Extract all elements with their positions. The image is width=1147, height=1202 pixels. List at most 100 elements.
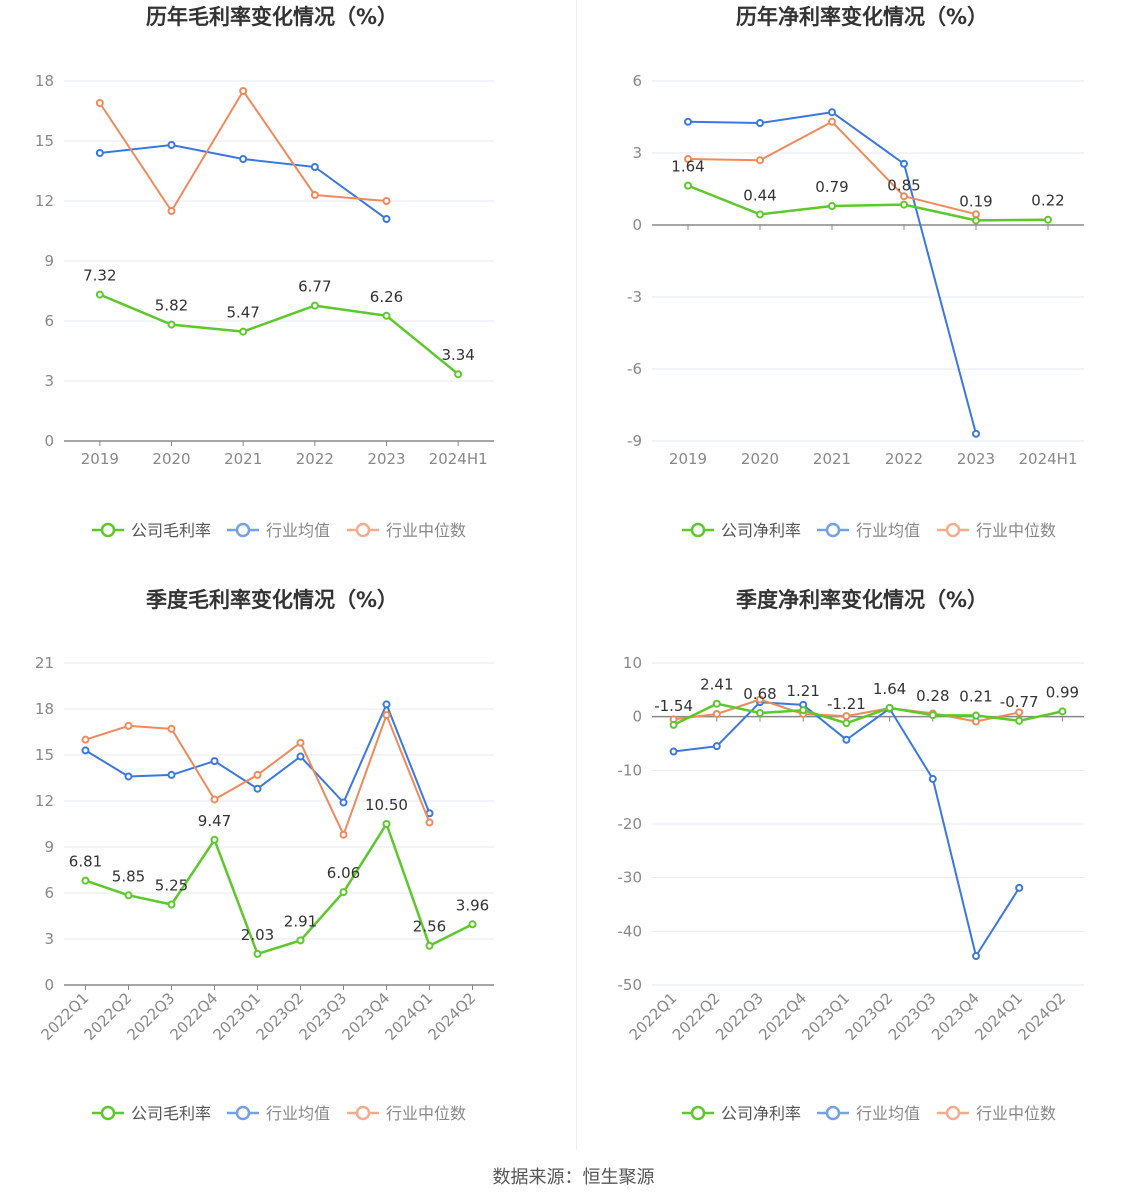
legend-item-company[interactable]: 公司毛利率: [92, 521, 211, 540]
legend-item-median[interactable]: 行业中位数: [937, 1104, 1056, 1123]
legend-item-median[interactable]: 行业中位数: [937, 521, 1056, 540]
data-point-avg[interactable]: [1015, 883, 1024, 892]
data-point-company[interactable]: [167, 320, 176, 329]
data-label: 9.47: [198, 812, 231, 830]
data-point-median[interactable]: [95, 99, 104, 107]
data-point-company[interactable]: [900, 200, 908, 209]
data-point-company[interactable]: [81, 876, 90, 885]
data-point-median[interactable]: [253, 770, 262, 779]
data-point-company[interactable]: [253, 949, 262, 958]
data-point-company[interactable]: [928, 711, 937, 720]
data-point-company[interactable]: [1058, 707, 1067, 716]
data-point-company[interactable]: [239, 327, 248, 336]
data-point-median[interactable]: [124, 721, 133, 730]
legend-item-avg[interactable]: 行业均值: [817, 521, 920, 540]
data-point-median[interactable]: [425, 818, 434, 827]
legend-item-avg[interactable]: 行业均值: [227, 1104, 330, 1123]
data-point-median[interactable]: [972, 210, 980, 219]
data-point-median[interactable]: [382, 197, 391, 205]
data-point-avg[interactable]: [669, 747, 678, 756]
data-point-company[interactable]: [799, 706, 808, 715]
data-point-company[interactable]: [124, 891, 133, 900]
data-point-avg[interactable]: [339, 798, 348, 807]
data-point-median[interactable]: [167, 724, 176, 733]
data-point-avg[interactable]: [972, 429, 980, 438]
legend-item-median[interactable]: 行业中位数: [347, 521, 466, 540]
data-point-median[interactable]: [210, 795, 219, 804]
data-point-median[interactable]: [167, 207, 176, 215]
data-point-company[interactable]: [296, 936, 305, 945]
data-point-company[interactable]: [684, 181, 692, 190]
data-point-avg[interactable]: [972, 952, 980, 961]
data-point-avg[interactable]: [310, 163, 319, 171]
y-tick-label: -3: [627, 288, 642, 306]
data-point-company[interactable]: [425, 941, 434, 950]
data-point-company[interactable]: [210, 835, 219, 844]
legend-marker-icon: [355, 522, 371, 538]
legend-label: 公司净利率: [721, 1104, 801, 1123]
data-point-company[interactable]: [95, 290, 104, 299]
data-point-avg[interactable]: [239, 155, 248, 163]
data-point-avg[interactable]: [210, 757, 219, 766]
legend-label: 行业均值: [856, 1104, 920, 1123]
data-point-company[interactable]: [1015, 716, 1024, 725]
data-point-avg[interactable]: [81, 746, 90, 755]
data-point-avg[interactable]: [756, 119, 764, 127]
data-point-median[interactable]: [712, 709, 721, 718]
legend-item-avg[interactable]: 行业均值: [227, 521, 330, 540]
data-point-median[interactable]: [1015, 708, 1024, 717]
legend-item-company[interactable]: 公司毛利率: [92, 1104, 211, 1123]
data-point-median[interactable]: [828, 117, 836, 126]
data-point-avg[interactable]: [900, 159, 908, 168]
data-point-avg[interactable]: [296, 752, 305, 761]
data-point-avg[interactable]: [828, 108, 836, 117]
data-point-median[interactable]: [239, 87, 248, 95]
data-point-median[interactable]: [339, 830, 348, 839]
data-point-company[interactable]: [669, 720, 678, 729]
data-point-company[interactable]: [468, 920, 477, 929]
data-point-company[interactable]: [828, 202, 836, 211]
data-point-median[interactable]: [756, 695, 764, 704]
data-point-median[interactable]: [296, 738, 305, 747]
data-point-median[interactable]: [684, 155, 692, 163]
data-point-company[interactable]: [712, 699, 721, 708]
data-point-avg[interactable]: [382, 700, 391, 709]
legend-item-company[interactable]: 公司净利率: [682, 521, 801, 540]
data-point-company[interactable]: [1044, 215, 1052, 224]
data-point-median[interactable]: [842, 712, 851, 721]
data-point-company[interactable]: [756, 709, 764, 718]
legend-item-company[interactable]: 公司净利率: [682, 1104, 801, 1123]
legend-item-avg[interactable]: 行业均值: [817, 1104, 920, 1123]
data-point-median[interactable]: [756, 156, 764, 165]
data-point-median[interactable]: [81, 735, 90, 744]
data-point-median[interactable]: [900, 192, 908, 201]
data-point-avg[interactable]: [253, 784, 262, 793]
legend-marker-icon: [100, 522, 116, 538]
data-point-company[interactable]: [756, 210, 764, 219]
data-point-avg[interactable]: [95, 149, 104, 157]
data-label: 5.47: [226, 304, 259, 322]
x-tick-label: 2023: [957, 450, 995, 468]
data-point-company[interactable]: [972, 711, 980, 720]
data-point-avg[interactable]: [712, 742, 721, 751]
data-point-median[interactable]: [310, 191, 319, 199]
data-point-company[interactable]: [885, 703, 894, 712]
data-point-company[interactable]: [972, 216, 980, 225]
legend-item-median[interactable]: 行业中位数: [347, 1104, 466, 1123]
data-point-avg[interactable]: [842, 735, 851, 744]
data-point-avg[interactable]: [928, 774, 937, 783]
data-point-median[interactable]: [382, 711, 391, 720]
data-point-company[interactable]: [382, 820, 391, 828]
data-point-company[interactable]: [167, 900, 176, 909]
data-point-company[interactable]: [842, 719, 851, 728]
x-tick-label: 2019: [81, 450, 119, 468]
data-point-company[interactable]: [454, 370, 463, 379]
data-point-avg[interactable]: [684, 117, 692, 126]
data-point-avg[interactable]: [124, 772, 133, 781]
data-point-company[interactable]: [339, 888, 348, 897]
data-point-avg[interactable]: [382, 215, 391, 223]
data-point-company[interactable]: [382, 311, 391, 320]
data-point-avg[interactable]: [167, 141, 176, 149]
data-point-company[interactable]: [310, 301, 319, 310]
data-point-avg[interactable]: [167, 770, 176, 779]
